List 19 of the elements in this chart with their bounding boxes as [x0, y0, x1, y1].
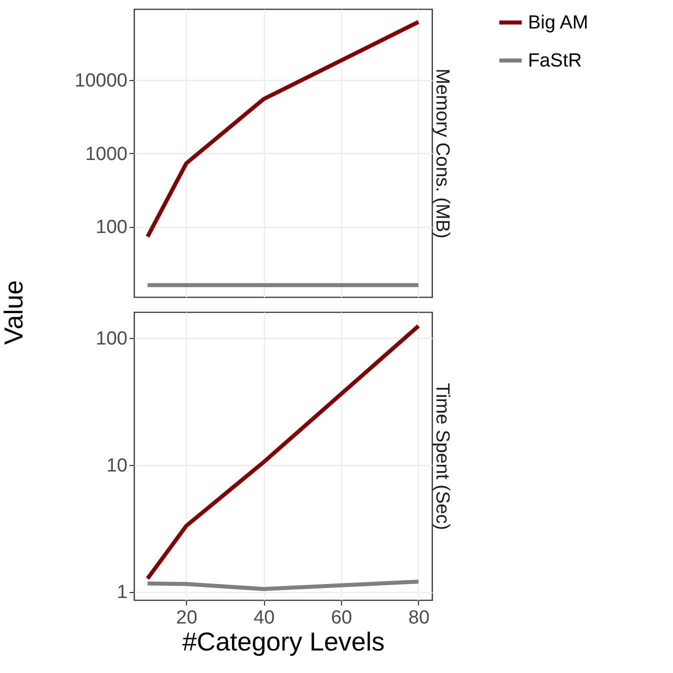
line-series	[146, 20, 420, 239]
y-tick-label: 100	[96, 328, 128, 350]
x-tick-label: 20	[176, 608, 198, 628]
y-tick-label: 1	[116, 582, 128, 604]
text: Time Spent (Sec)	[432, 382, 452, 530]
y-tick-label: 100	[96, 217, 128, 238]
x-tick-label: 80	[408, 608, 430, 628]
y-tick-label: 10	[106, 455, 128, 476]
y-tick-label: 1000	[85, 144, 128, 165]
y-tick-label: 10000	[74, 70, 128, 92]
x-tick-label: 60	[330, 608, 352, 628]
legend-label: FaStR	[528, 50, 582, 72]
y-axis-title: Value	[0, 280, 28, 345]
line-series	[146, 324, 420, 581]
text: Memory Cons. (MB)	[432, 68, 452, 238]
line-series	[146, 580, 420, 591]
legend-label: Big AM	[528, 12, 588, 34]
x-axis-title: #Category Levels	[182, 626, 385, 656]
x-tick-label: 40	[254, 608, 275, 628]
